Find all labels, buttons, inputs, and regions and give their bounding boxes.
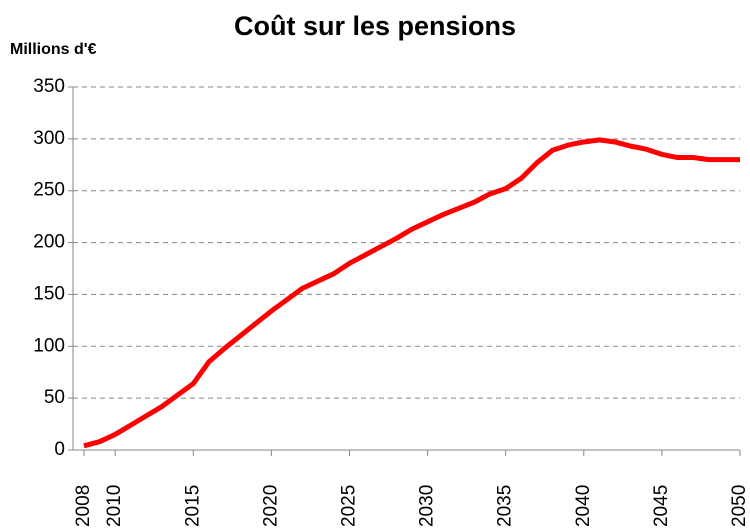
line (83, 137, 740, 449)
y-tick-label: 0 (54, 439, 65, 460)
x-tick-label: 2050 (729, 485, 750, 527)
y-tick-label: 350 (33, 76, 65, 97)
x-tick-label: 2025 (339, 485, 360, 527)
y-axis-label: Millions d'€ (10, 41, 97, 58)
x-tick-label: 2035 (495, 485, 516, 527)
chart-title: Coût sur les pensions (234, 11, 516, 41)
y-tick-label: 50 (44, 387, 65, 408)
y-tick-label: 300 (33, 128, 65, 149)
x-tick-label: 2015 (182, 485, 203, 527)
y-tick-label: 250 (33, 180, 65, 201)
x-tick-label: 2045 (651, 485, 672, 527)
x-tick-label: 2010 (104, 485, 125, 527)
y-tick-label: 200 (33, 232, 65, 253)
x-tick-label: 2030 (417, 485, 438, 527)
y-tick-label: 150 (33, 283, 65, 304)
x-tick-label: 2040 (573, 485, 594, 527)
y-tick-label: 100 (33, 335, 65, 356)
x-tick-label: 2020 (260, 485, 281, 527)
x-tick-label: 2008 (73, 485, 94, 527)
